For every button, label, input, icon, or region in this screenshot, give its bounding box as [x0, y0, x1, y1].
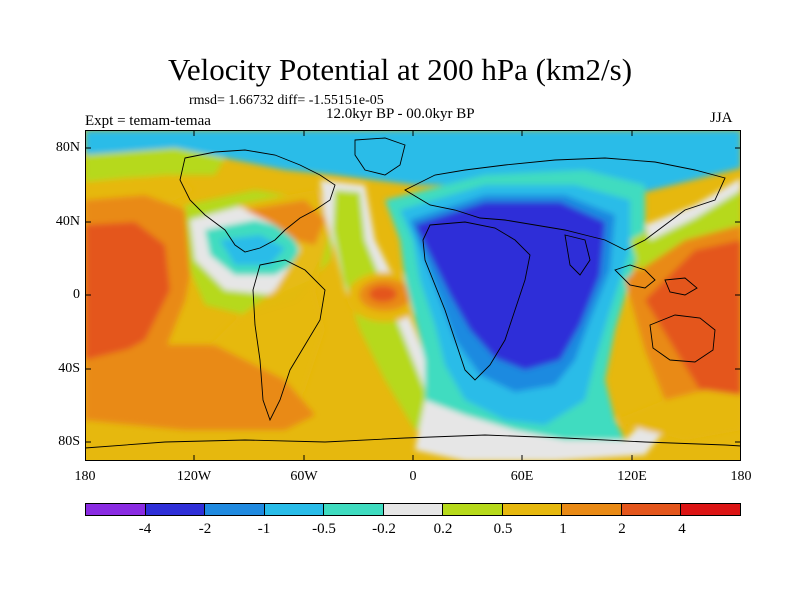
lat-label: 40N [55, 214, 80, 229]
legend-swatch [324, 504, 384, 515]
season-label: JJA [710, 110, 733, 126]
legend-label: 4 [678, 521, 686, 537]
stats-text: rmsd= 1.66732 diff= -1.55151e-05 [189, 93, 384, 108]
legend-swatch [264, 504, 325, 515]
legend-label: 0.5 [493, 521, 513, 537]
legend-label: 2 [618, 521, 626, 537]
lon-label: 60E [510, 469, 534, 484]
lon-label: 60W [290, 469, 318, 484]
legend-label: -2 [198, 521, 212, 537]
legend-label: -4 [138, 521, 152, 537]
experiment-label: Expt = temam-temaa [85, 113, 211, 129]
legend-swatch [205, 504, 265, 515]
lon-label: 0 [409, 469, 417, 484]
legend-swatch [86, 504, 146, 515]
lat-label: 80N [55, 140, 80, 155]
lat-label: 40S [58, 361, 80, 376]
lon-label: 180 [74, 469, 96, 484]
lon-label: 120E [617, 469, 647, 484]
legend-swatch [562, 504, 622, 515]
lat-label: 80S [58, 434, 80, 449]
color-legend-bar [85, 503, 741, 516]
plot-title: Velocity Potential at 200 hPa (km2/s) [167, 52, 633, 87]
legend-label: 1 [559, 521, 567, 537]
legend-swatch [383, 504, 444, 515]
legend-label: 0.2 [433, 521, 453, 537]
legend-swatch [502, 504, 563, 515]
velocity-potential-map [85, 130, 741, 461]
lat-label: 0 [73, 287, 80, 302]
legend-swatch [681, 504, 741, 515]
lon-label: 120W [176, 469, 212, 484]
lon-label: 180 [730, 469, 752, 484]
legend-label: -0.2 [372, 521, 396, 537]
legend-swatch [145, 504, 206, 515]
legend-swatch [621, 504, 682, 515]
legend-label: -1 [257, 521, 271, 537]
legend-label: -0.5 [312, 521, 336, 537]
legend-swatch [443, 504, 503, 515]
period-text: 12.0kyr BP - 00.0kyr BP [326, 106, 475, 122]
